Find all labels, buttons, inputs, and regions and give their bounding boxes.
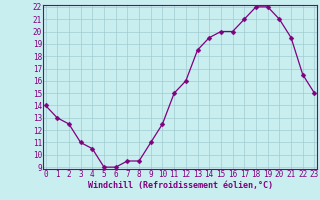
X-axis label: Windchill (Refroidissement éolien,°C): Windchill (Refroidissement éolien,°C) — [87, 181, 273, 190]
